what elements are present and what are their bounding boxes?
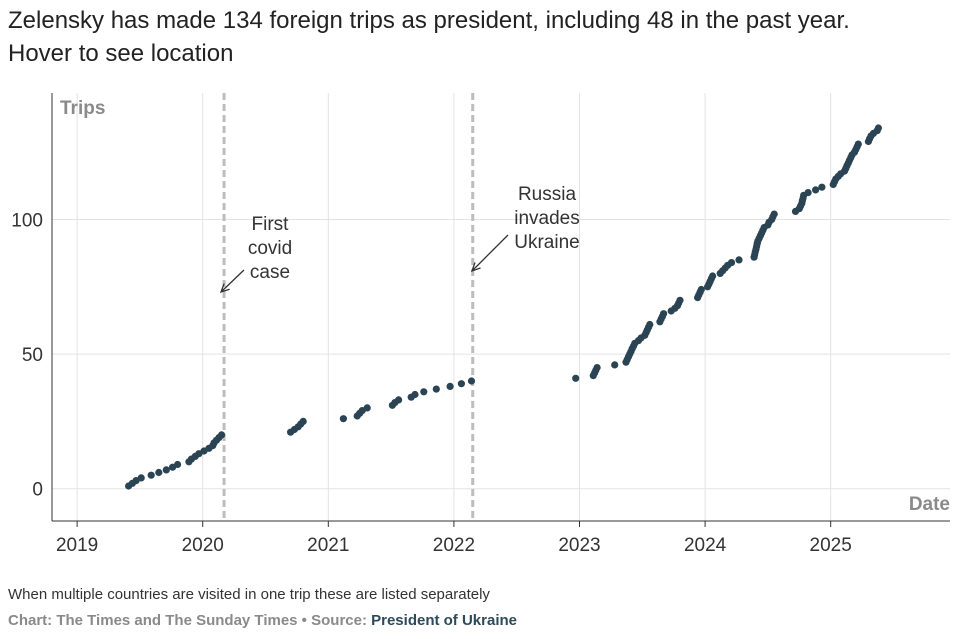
annotation-arrowhead (219, 283, 230, 294)
footnote: When multiple countries are visited in o… (8, 586, 490, 603)
trip-dot[interactable] (299, 417, 307, 425)
annotation-lines (222, 93, 475, 521)
y-tick-label: 0 (32, 480, 43, 501)
trip-dot[interactable] (804, 189, 812, 197)
trip-dot[interactable] (660, 310, 668, 318)
annotation-label: Ukraine (514, 232, 579, 253)
annotation-label: First (252, 214, 290, 235)
x-tick-label: 2020 (182, 535, 224, 556)
annotation-arrowhead (470, 262, 481, 273)
x-axis-title: Date (909, 494, 950, 515)
chart-subtitle: Hover to see location (8, 40, 234, 67)
trip-dot[interactable] (446, 382, 454, 390)
annotation-label: Russia (518, 184, 577, 205)
trip-dot[interactable] (395, 396, 403, 404)
credit-separator: • (297, 612, 312, 629)
annotation-label: covid (248, 238, 292, 259)
trip-dot[interactable] (676, 296, 684, 304)
trip-dot[interactable] (147, 471, 155, 479)
trip-dot[interactable] (727, 259, 736, 267)
x-tick-label: 2023 (558, 535, 600, 556)
trip-dot[interactable] (420, 388, 428, 396)
trip-dot[interactable] (611, 361, 619, 369)
trip-dot[interactable] (218, 431, 226, 439)
x-tick-label: 2025 (810, 535, 852, 556)
trip-dot[interactable] (137, 474, 145, 482)
annotation-arrow (471, 234, 509, 272)
source-link[interactable]: President of Ukraine (371, 612, 518, 629)
y-tick-label: 100 (11, 211, 43, 232)
x-tick-label: 2022 (433, 535, 475, 556)
trip-dot[interactable] (854, 140, 862, 148)
trip-dot[interactable] (162, 466, 170, 474)
trip-dot[interactable] (709, 272, 717, 280)
axes (51, 93, 950, 522)
trip-dot[interactable] (818, 183, 826, 191)
chart-title: Zelensky has made 134 foreign trips as p… (8, 4, 948, 70)
y-gridlines (52, 219, 950, 490)
trip-dot[interactable] (874, 124, 883, 132)
x-gridlines (76, 93, 832, 527)
annotation-arrow (220, 269, 245, 293)
annotation-label: case (250, 262, 290, 283)
chart-title-line-1: Zelensky has made 134 foreign trips as p… (8, 7, 850, 34)
credit-line: Chart: The Times and The Sunday Times • … (8, 612, 517, 629)
y-tick-label: 50 (22, 345, 43, 366)
trip-dot[interactable] (572, 374, 580, 382)
annotation-labels: First covid case Russia invades Ukraine (219, 184, 580, 294)
trip-dot[interactable] (646, 320, 654, 329)
y-axis-title: Trips (60, 98, 105, 119)
trip-dot[interactable] (339, 415, 347, 423)
trip-dot[interactable] (411, 390, 419, 399)
x-tick-label: 2021 (307, 535, 349, 556)
axis-labels: 2019 2020 2021 2022 2023 2024 2025 0 50 100 Trips D… (11, 98, 950, 556)
source-label: Source: (311, 612, 372, 629)
trip-dot[interactable] (697, 285, 705, 294)
trip-dot[interactable] (467, 377, 476, 385)
trip-dots[interactable] (125, 124, 883, 490)
trip-dot[interactable] (593, 364, 601, 372)
x-tick-label: 2024 (684, 535, 727, 556)
trip-dot[interactable] (174, 460, 182, 469)
x-tick-label: 2019 (56, 535, 98, 556)
trip-dot[interactable] (770, 210, 778, 218)
trip-dot[interactable] (432, 385, 440, 393)
trip-dot[interactable] (155, 468, 163, 477)
trip-dot[interactable] (363, 404, 371, 412)
annotation-label: invades (514, 208, 580, 229)
trip-dot[interactable] (735, 256, 743, 264)
trip-dot[interactable] (812, 186, 820, 194)
credit-text: Chart: The Times and The Sunday Times (8, 612, 298, 629)
trip-dot[interactable] (457, 380, 465, 388)
